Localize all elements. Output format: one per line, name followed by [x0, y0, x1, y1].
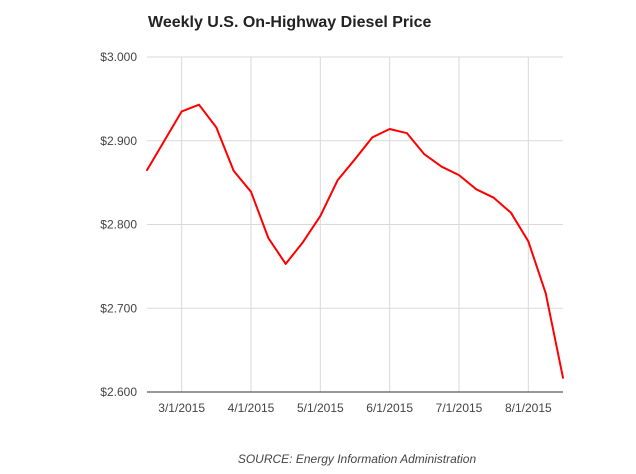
y-tick-label: $2.900 [100, 134, 137, 148]
x-tick-label: 4/1/2015 [228, 401, 275, 415]
series-line-diesel-price [146, 103, 564, 379]
x-tick-label: 3/1/2015 [158, 401, 205, 415]
grid-layer [147, 56, 563, 392]
chart-source: SOURCE: Energy Information Administratio… [237, 452, 477, 466]
x-tick-label: 7/1/2015 [436, 401, 483, 415]
x-tick-label: 8/1/2015 [505, 401, 552, 415]
x-tick-label: 6/1/2015 [366, 401, 413, 415]
series-layer [146, 103, 564, 379]
chart-title: Weekly U.S. On-Highway Diesel Price [148, 14, 432, 31]
y-tick-label: $2.600 [100, 385, 137, 399]
y-tick-label: $2.800 [100, 218, 137, 232]
y-tick-label: $2.700 [100, 301, 137, 315]
label-layer: $2.600 $2.700 $2.800 $2.900 $3.000 3/1/2015 4/… [100, 50, 552, 415]
x-tick-label: 5/1/2015 [297, 401, 344, 415]
y-tick-label: $3.000 [100, 50, 137, 64]
